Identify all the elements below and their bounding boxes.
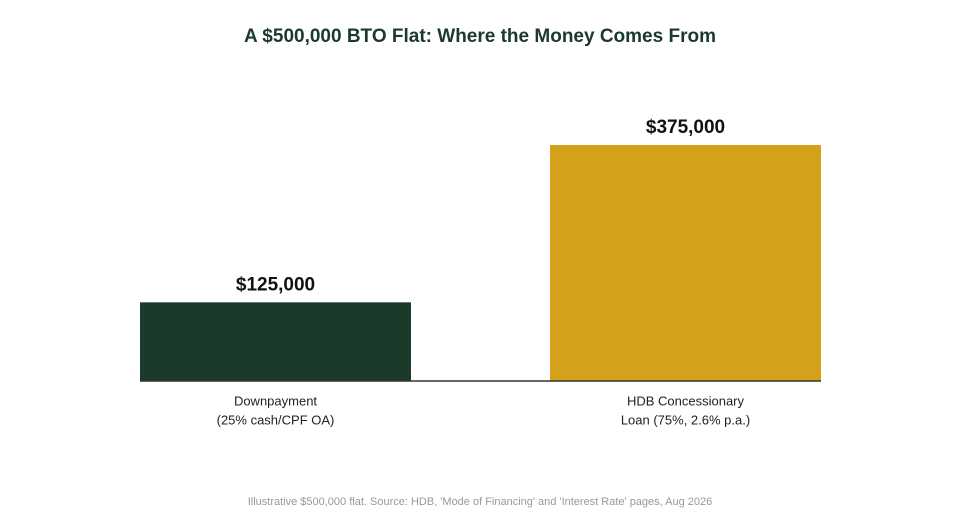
source-note: Illustrative $500,000 flat. Source: HDB,… [248, 496, 713, 508]
x-tick-label: (25% cash/CPF OA) [217, 412, 335, 427]
x-tick-label: Downpayment [234, 393, 317, 408]
value-label: $125,000 [236, 274, 315, 295]
chart-title: A $500,000 BTO Flat: Where the Money Com… [244, 26, 716, 47]
bar [140, 302, 411, 381]
value-label: $375,000 [646, 117, 725, 138]
x-tick-label: Loan (75%, 2.6% p.a.) [621, 412, 750, 427]
x-tick-label: HDB Concessionary [627, 393, 745, 408]
bar [550, 145, 821, 381]
